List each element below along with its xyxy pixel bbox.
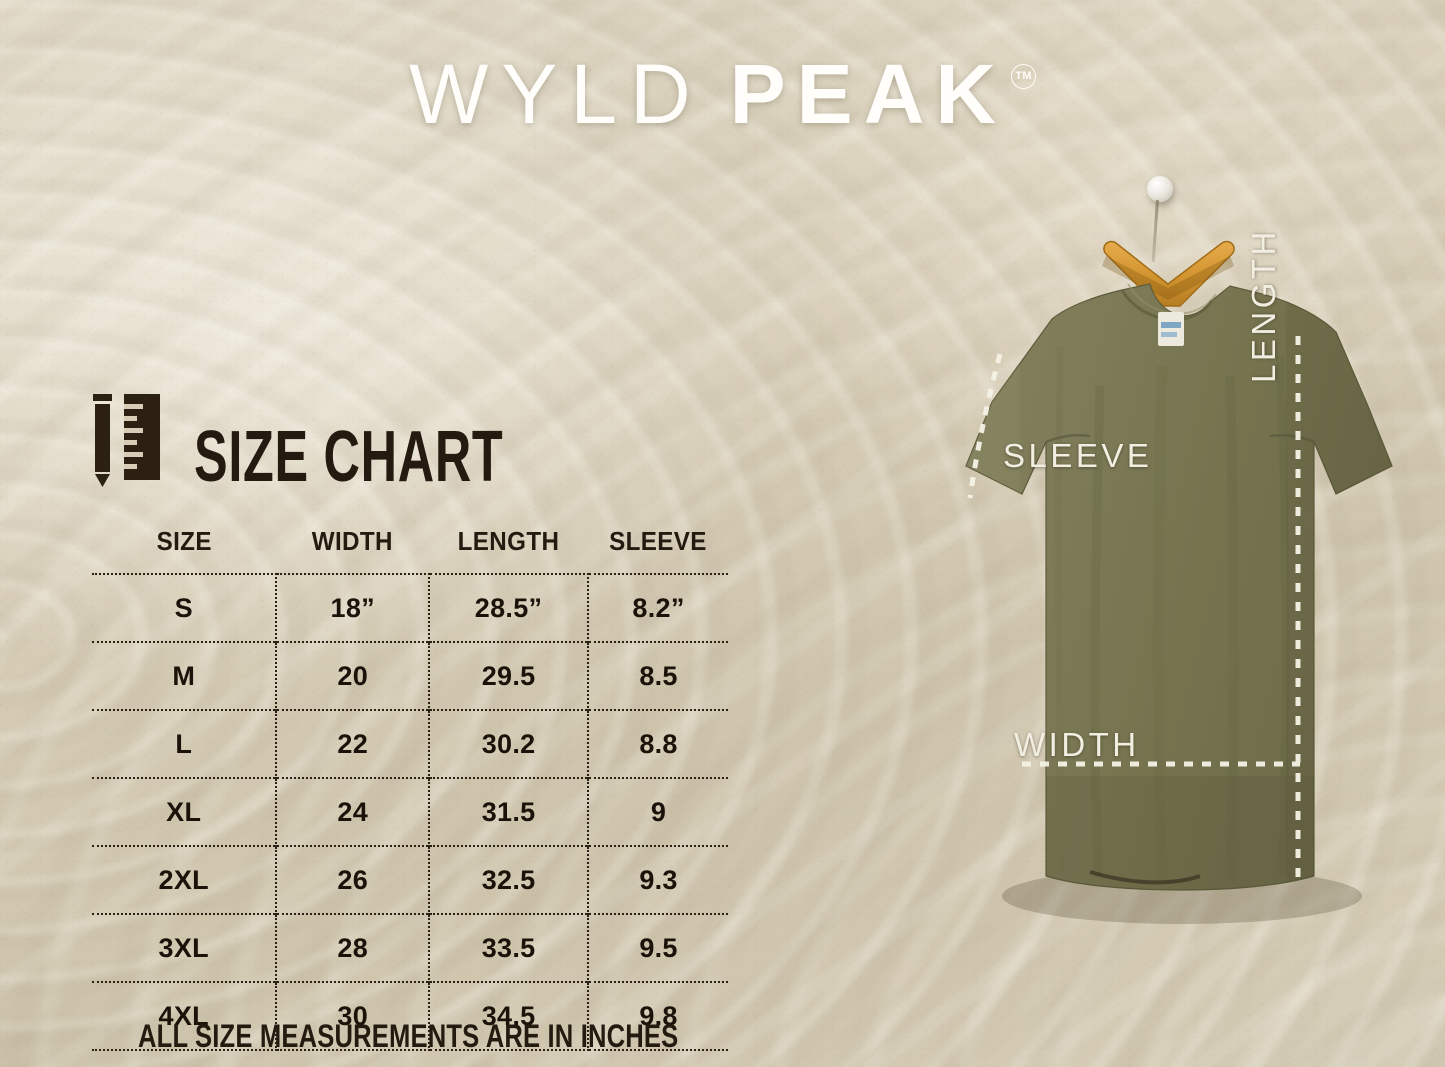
- cell-size: S: [92, 573, 278, 642]
- size-chart-heading: SIZE CHART: [86, 392, 636, 497]
- table-row: L 22 30.2 8.8: [92, 709, 728, 778]
- cell-sleeve: 9.8: [588, 981, 728, 1051]
- wall-hook-icon: [1147, 176, 1173, 202]
- cell-sleeve: 8.8: [588, 709, 728, 778]
- cell-length: 29.5: [429, 641, 590, 710]
- cell-length: 31.5: [429, 777, 590, 846]
- column-header-length: LENGTH: [457, 526, 560, 556]
- cell-width: 20: [276, 641, 431, 710]
- cell-length: 32.5: [429, 845, 590, 914]
- cell-width: 24: [276, 777, 431, 846]
- cell-size: M: [92, 641, 278, 710]
- cell-sleeve: 8.2”: [588, 573, 728, 642]
- size-chart-table: SIZE WIDTH LENGTH SLEEVE S 18” 28.5” 8.2…: [92, 526, 728, 1051]
- cell-sleeve: 9.5: [588, 913, 728, 982]
- cell-width: 18”: [276, 573, 431, 642]
- ruler-pencil-icon: [93, 394, 160, 487]
- cell-length: 28.5”: [429, 573, 590, 642]
- cell-size: 4XL: [92, 981, 278, 1051]
- brand-name-first: WYLD: [408, 47, 704, 141]
- table-header-row: SIZE WIDTH LENGTH SLEEVE: [92, 526, 728, 574]
- tshirt-illustration: [900, 236, 1445, 956]
- cell-size: L: [92, 709, 278, 778]
- table-header: SIZE WIDTH LENGTH SLEEVE: [92, 526, 728, 574]
- cell-width: 22: [276, 709, 431, 778]
- table-row: 3XL 28 33.5 9.5: [92, 913, 728, 982]
- cell-size: 3XL: [92, 913, 278, 982]
- cell-width: 30: [276, 981, 431, 1051]
- cell-sleeve: 9.3: [588, 845, 728, 914]
- table-row: XL 24 31.5 9: [92, 777, 728, 846]
- cell-width: 28: [276, 913, 431, 982]
- cell-length: 30.2: [429, 709, 590, 778]
- trademark-icon: TM: [1011, 64, 1037, 89]
- cell-size: XL: [92, 777, 278, 846]
- column-header-width: WIDTH: [312, 526, 394, 556]
- table-row: M 20 29.5 8.5: [92, 641, 728, 710]
- cell-size: 2XL: [92, 845, 278, 914]
- table-body: S 18” 28.5” 8.2” M 20 29.5 8.5 L 22 30.2…: [92, 573, 728, 1051]
- brand-name-second: PEAK: [729, 47, 1008, 141]
- sleeve-label: SLEEVE: [1003, 437, 1153, 474]
- wooden-hanger: [1102, 240, 1235, 307]
- tshirt-body: [965, 283, 1393, 891]
- size-chart-title: SIZE CHART: [194, 416, 504, 497]
- brand-logo: WYLD PEAK TM: [0, 52, 1445, 136]
- sleeve-guide-line: [967, 353, 1003, 499]
- cell-sleeve: 9: [588, 777, 728, 846]
- table-row: S 18” 28.5” 8.2”: [92, 573, 728, 642]
- length-label: LENGTH: [1245, 228, 1282, 383]
- cell-length: 34.5: [429, 981, 590, 1051]
- column-header-sleeve: SLEEVE: [609, 526, 707, 556]
- table-row: 4XL 30 34.5 9.8: [92, 981, 728, 1051]
- measurement-guides: [967, 336, 1301, 884]
- cell-length: 33.5: [429, 913, 590, 982]
- measurement-units-note: ALL SIZE MEASUREMENTS ARE IN INCHES: [138, 1018, 679, 1054]
- cell-width: 26: [276, 845, 431, 914]
- width-label: WIDTH: [1014, 726, 1140, 763]
- cell-sleeve: 8.5: [588, 641, 728, 710]
- table-row: 2XL 26 32.5 9.3: [92, 845, 728, 914]
- column-header-size: SIZE: [156, 526, 212, 556]
